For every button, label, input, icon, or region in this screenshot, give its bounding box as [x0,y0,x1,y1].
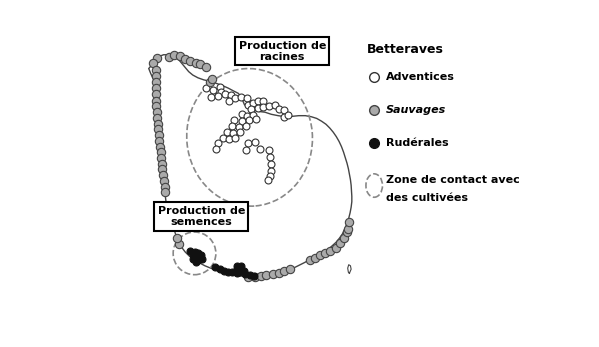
Text: des cultivées: des cultivées [386,193,468,203]
Text: Sauvages: Sauvages [386,105,446,115]
Text: Production de
semences: Production de semences [158,206,245,227]
Text: Zone de contact avec: Zone de contact avec [386,175,519,185]
Text: Production de
racines: Production de racines [238,41,326,62]
Text: Rudérales: Rudérales [386,137,448,147]
Text: Betteraves: Betteraves [367,43,443,56]
Text: Adventices: Adventices [386,72,455,82]
